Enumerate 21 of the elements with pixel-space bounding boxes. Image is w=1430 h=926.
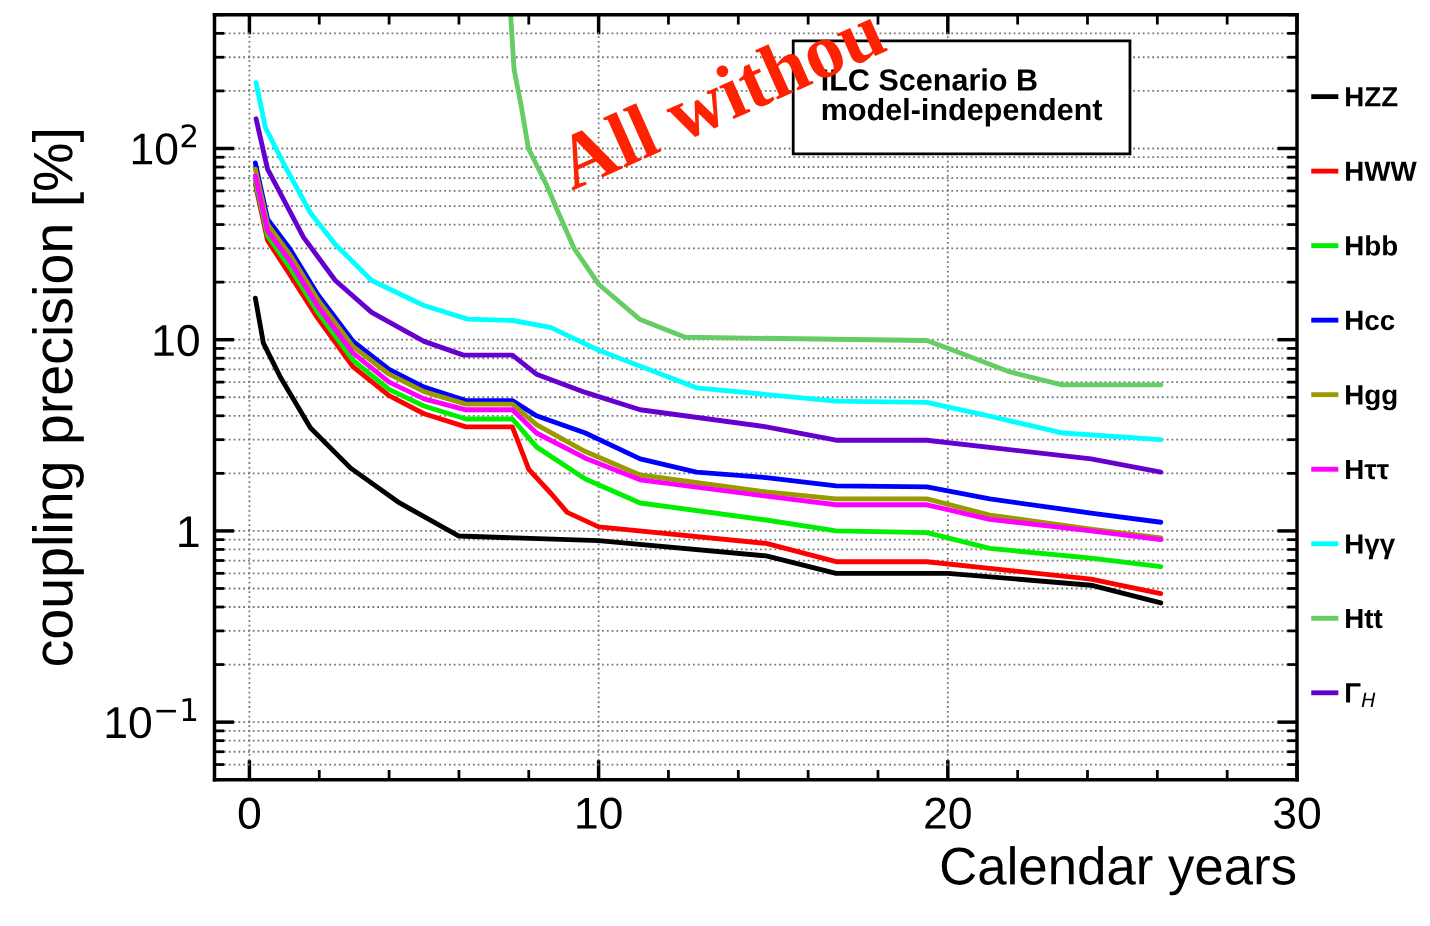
legend-label: Hcc (1346, 310, 1395, 331)
y-axis-title: coupling precision [%] (32, 130, 84, 666)
x-tick-label: 20 (925, 797, 971, 829)
legend-label: HZZ (1346, 87, 1398, 107)
x-tick-label: 0 (238, 797, 261, 829)
line-series (508, 14, 1164, 388)
line-series (252, 295, 1164, 606)
legend-label: Hbb (1346, 235, 1398, 256)
legend-label: Γ$_{H}$ (1346, 683, 1376, 708)
x-tick-label: 30 (1273, 797, 1320, 829)
legend-label: HWW (1346, 161, 1417, 181)
legend-label: Hgg (1346, 385, 1397, 411)
y-tick-label: 10$^{2}$ (132, 124, 197, 165)
legend-label: Htt (1346, 608, 1383, 629)
legend-label: Hγγ (1346, 534, 1396, 560)
legend-label: Hττ (1346, 459, 1389, 480)
x-tick-label: 10 (577, 797, 622, 829)
y-tick-label: 1 (179, 516, 199, 548)
y-tick-label: 10$^{−1}$ (106, 698, 197, 739)
y-tick-label: 10 (154, 324, 199, 357)
x-axis-title: Calendar years (941, 846, 1296, 896)
